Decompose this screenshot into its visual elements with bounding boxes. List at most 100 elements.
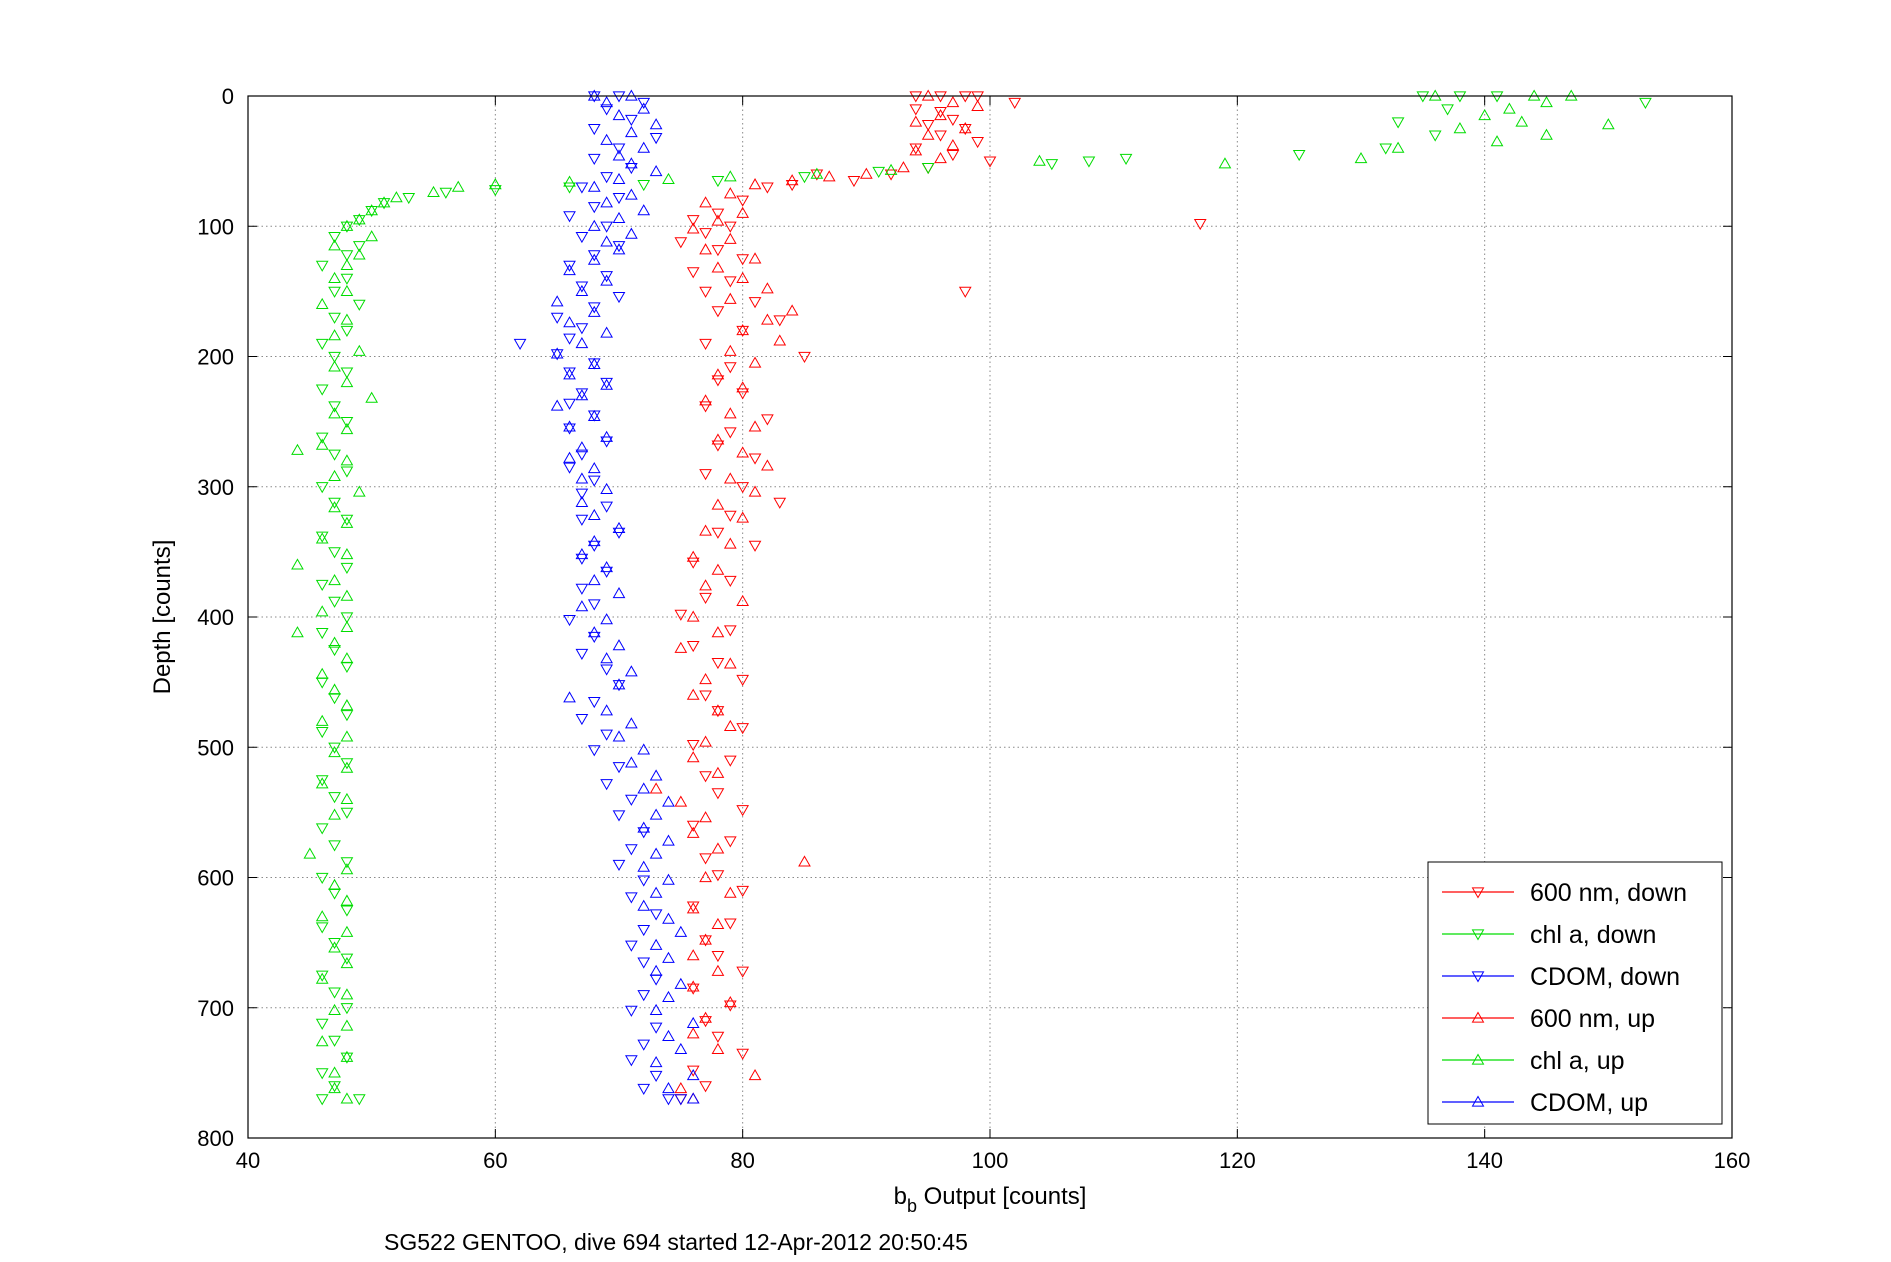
data-point <box>674 795 688 807</box>
data-point <box>587 180 601 192</box>
data-point <box>328 574 341 586</box>
data-point <box>340 367 354 379</box>
data-point <box>736 206 750 218</box>
data-point <box>315 823 329 835</box>
data-point <box>773 315 787 327</box>
data-point <box>686 550 700 562</box>
data-point <box>575 648 589 660</box>
data-point <box>686 826 700 838</box>
data-point <box>711 870 725 882</box>
data-point <box>625 717 638 729</box>
data-point <box>587 697 601 709</box>
data-point <box>600 133 613 145</box>
data-point <box>971 99 984 112</box>
data-point <box>958 123 972 136</box>
data-point <box>575 583 589 595</box>
data-point <box>736 1048 750 1060</box>
data-point <box>736 723 750 735</box>
data-point <box>625 188 638 200</box>
data-point <box>1515 115 1529 127</box>
data-point <box>686 902 700 914</box>
data-point <box>328 792 341 804</box>
data-point <box>699 853 712 865</box>
data-point <box>810 169 824 181</box>
data-point <box>798 172 811 184</box>
data-point <box>662 1094 675 1106</box>
data-point <box>785 304 799 316</box>
y-tick-label: 300 <box>197 475 234 500</box>
data-point <box>612 639 626 651</box>
data-point <box>340 925 354 937</box>
data-point <box>686 215 700 227</box>
data-point <box>315 922 329 934</box>
data-point <box>587 357 601 369</box>
data-point <box>649 769 663 781</box>
data-point <box>711 214 725 226</box>
data-point <box>934 152 947 164</box>
data-point <box>1540 128 1553 140</box>
axis-ticks: 40 60 80 100 120 140 160 0 100 200 300 400 500 600 700… <box>197 84 1750 1173</box>
x-axis-label-main: b <box>894 1183 907 1210</box>
data-point <box>340 1019 354 1031</box>
data-point <box>563 264 576 276</box>
data-point <box>711 563 725 575</box>
data-point <box>921 120 935 132</box>
dive-caption: SG522 GENTOO, dive 694 started 12-Apr-20… <box>384 1229 968 1255</box>
data-point <box>340 1003 354 1015</box>
data-point <box>1379 143 1393 155</box>
data-point <box>340 417 354 429</box>
data-point <box>921 163 935 175</box>
data-point <box>488 185 502 197</box>
data-point <box>587 123 601 136</box>
data-point <box>946 138 960 151</box>
data-point <box>340 1052 354 1064</box>
data-point <box>723 657 737 669</box>
data-point <box>340 988 354 1000</box>
data-point <box>1540 96 1553 108</box>
data-point <box>575 182 589 194</box>
data-point <box>723 221 737 233</box>
data-point <box>550 312 564 324</box>
data-point <box>674 1042 688 1055</box>
legend-marker <box>1471 1011 1485 1023</box>
data-point <box>328 1066 341 1078</box>
data-point <box>365 230 379 242</box>
data-point <box>563 333 576 345</box>
data-point <box>352 344 366 356</box>
data-point <box>340 758 354 770</box>
data-point <box>637 990 651 1002</box>
x-tick-label: 100 <box>972 1148 1009 1173</box>
data-point <box>315 384 329 396</box>
data-point <box>427 185 440 198</box>
data-point <box>612 172 626 184</box>
data-point <box>773 334 787 346</box>
data-point <box>699 592 712 604</box>
y-axis-label: Depth [counts] <box>149 540 176 695</box>
data-point <box>1428 89 1442 101</box>
legend: 600 nm, down chl a, down CDOM, down 600 nm,… <box>1427 861 1723 1125</box>
data-point <box>1601 118 1615 130</box>
legend-marker <box>1471 1095 1485 1107</box>
data-point <box>328 239 341 251</box>
x-axis-label-rest: Output [counts] <box>917 1183 1086 1210</box>
data-point <box>625 157 638 169</box>
data-point <box>352 299 366 311</box>
data-point <box>662 1082 675 1094</box>
data-point <box>328 636 341 648</box>
data-point <box>315 777 329 789</box>
data-point <box>711 951 725 963</box>
data-point <box>711 626 725 638</box>
data-point <box>328 407 341 419</box>
data-point <box>711 788 725 800</box>
data-point <box>340 699 354 711</box>
data-point <box>711 1042 725 1055</box>
data-point <box>637 102 651 114</box>
data-point <box>340 792 354 804</box>
data-point <box>723 996 737 1008</box>
data-point <box>328 401 341 413</box>
data-point <box>600 729 613 741</box>
legend-item: 600 nm, down <box>1442 879 1687 907</box>
data-point <box>340 325 354 337</box>
data-point <box>711 704 725 716</box>
data-point <box>340 956 354 969</box>
